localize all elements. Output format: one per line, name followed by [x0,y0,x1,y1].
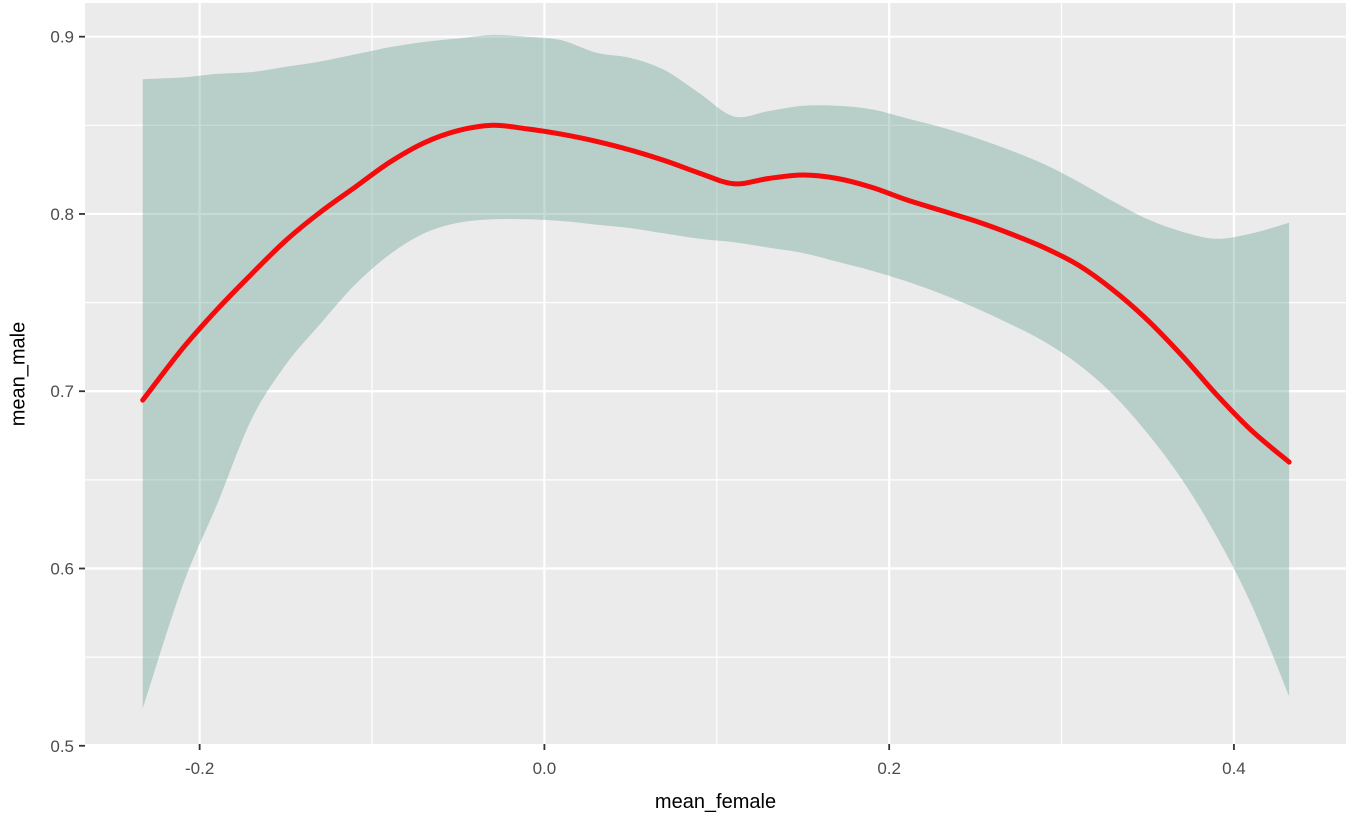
x-tick-label: 0.4 [1222,759,1246,778]
y-tick-label: 0.6 [50,560,74,579]
panel-background [85,3,1346,744]
smooth-line [140,122,1292,465]
x-tick-label: -0.2 [185,759,214,778]
y-tick-label: 0.8 [50,205,74,224]
x-axis-title: mean_female [654,791,777,813]
y-tick-label: 0.5 [50,737,74,756]
y-tick-label: 0.7 [50,382,74,401]
x-tick-label: 0.2 [877,759,901,778]
confidence-ribbon [142,34,1290,709]
x-tick-label: 0.0 [533,759,557,778]
y-tick-label: 0.9 [50,28,74,47]
y-axis-title: mean_male [7,321,30,427]
